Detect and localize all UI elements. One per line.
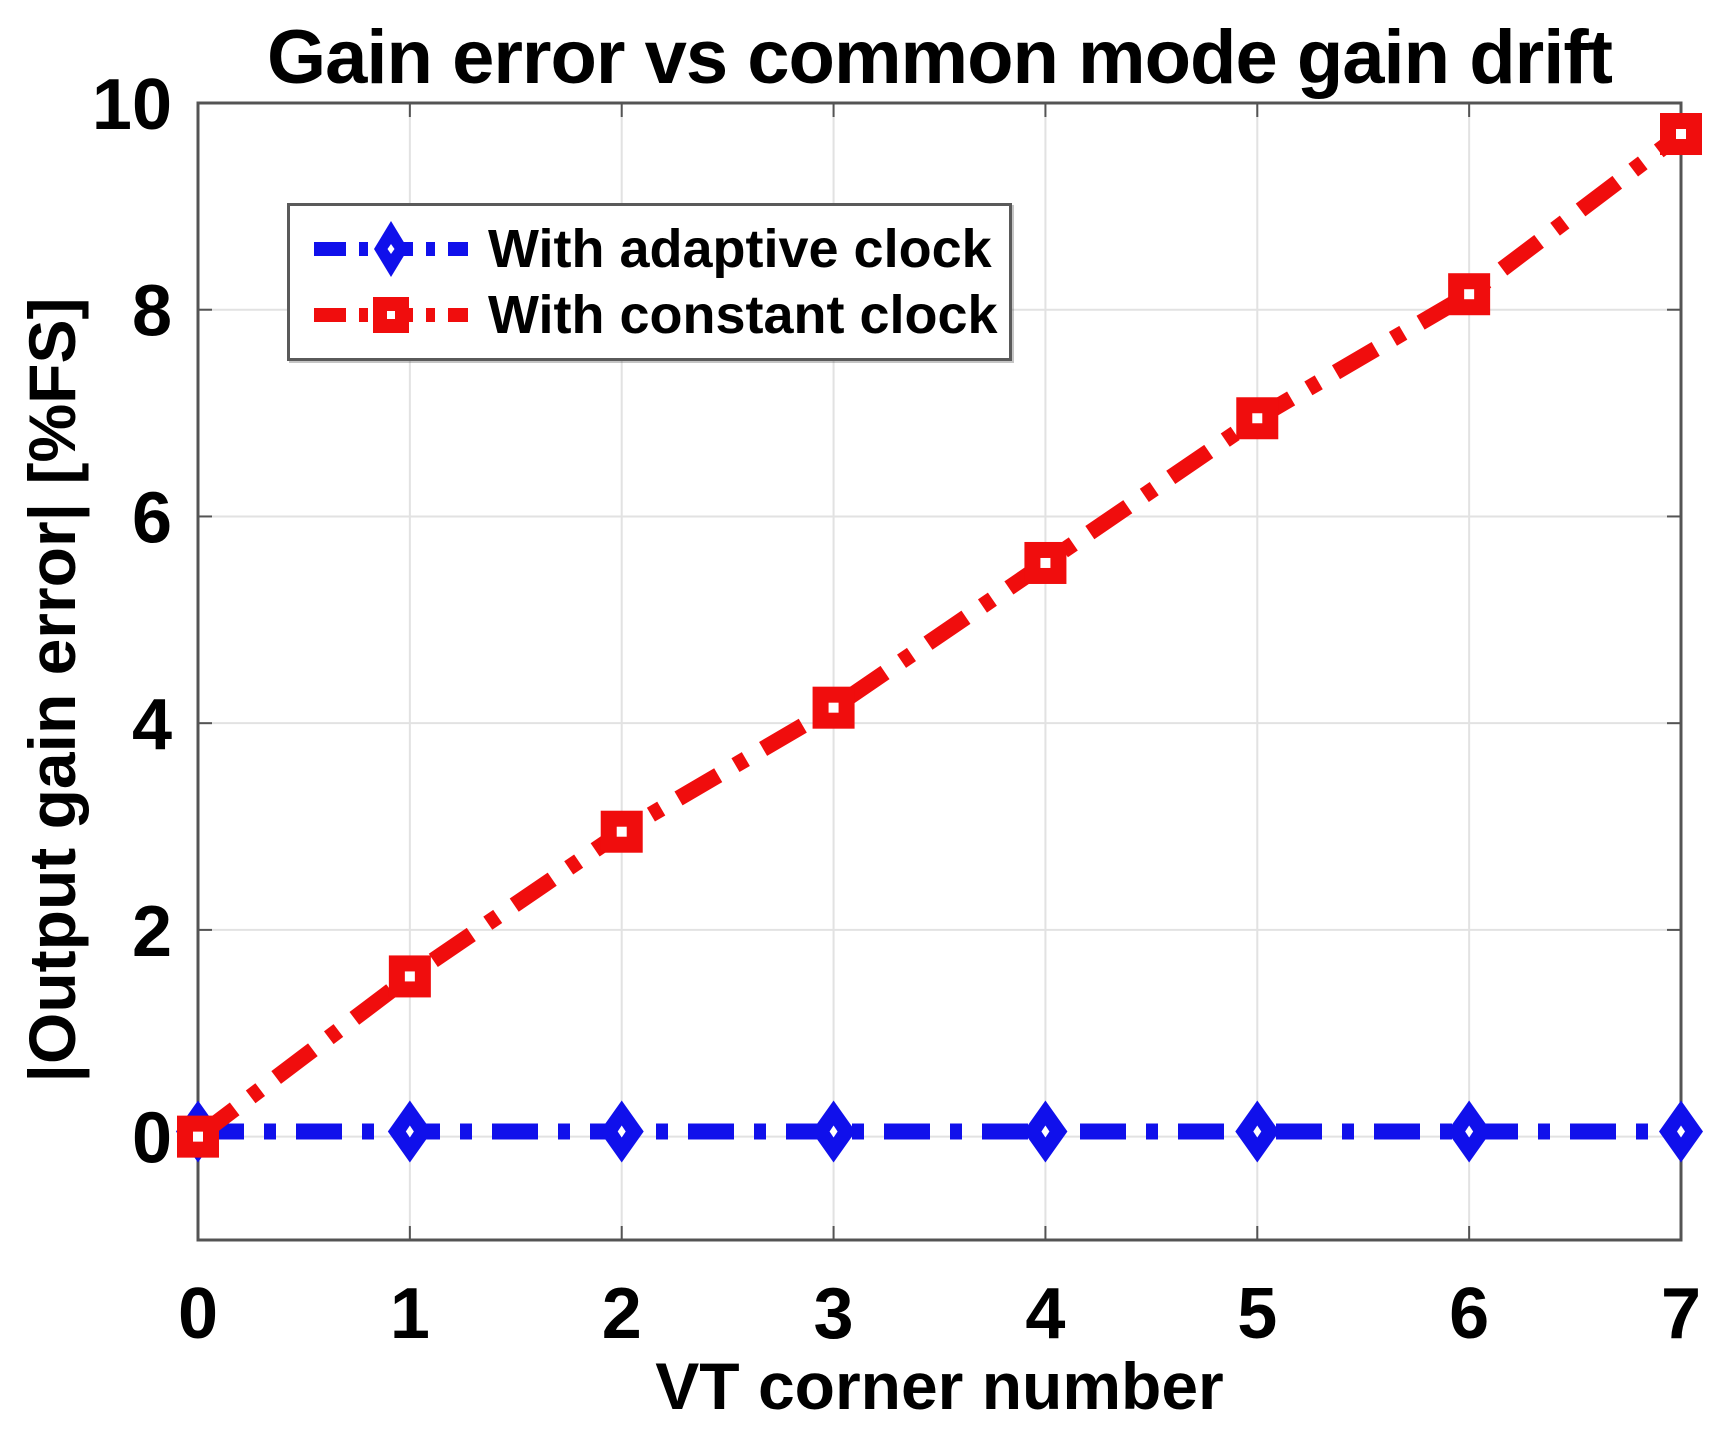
y-tick-label: 6 [132,478,172,558]
square-marker-center [1040,557,1051,568]
legend-label-constant-clock: With constant clock [488,285,998,345]
axes-box [196,101,1683,1242]
diamond-marker-center [617,1125,626,1138]
legend-diamond-marker-center [387,244,395,254]
legend-item-adaptive-clock: With adaptive clock [310,216,1009,282]
legend-item-constant-clock: With constant clock [310,282,1009,348]
square-marker-center [616,826,627,837]
square-marker-center [1464,289,1475,300]
legend-label-adaptive-clock: With adaptive clock [488,219,992,279]
square-marker-center [1676,129,1686,140]
tick-labels: 0 1 2 3 4 5 6 7 0 2 4 6 8 10 [92,65,1701,1354]
x-tick-label: 7 [1661,1274,1701,1354]
x-tick-label: 1 [390,1274,430,1354]
y-tick-label: 0 [132,1099,172,1179]
square-marker-center [828,702,839,713]
square-marker-center [193,1131,203,1142]
legend: With adaptive clock With constant clock [287,203,1012,361]
y-tick-label: 2 [132,892,172,972]
y-tick-label: 8 [132,272,172,352]
data-series [176,113,1703,1163]
diamond-marker-center [1677,1125,1685,1138]
x-tick-label: 2 [602,1274,642,1354]
chart-title: Gain error vs common mode gain drift [267,15,1613,100]
legend-square-marker-center [387,311,395,319]
axes-box-border [196,101,1683,1242]
x-axis-label: VT corner number [655,1349,1224,1423]
x-tick-label: 4 [1025,1274,1065,1354]
x-tick-label: 3 [814,1274,854,1354]
diamond-marker-center [1465,1125,1474,1138]
y-tick-label: 10 [92,65,172,145]
x-tick-label: 0 [178,1274,218,1354]
x-tick-label: 5 [1237,1274,1277,1354]
diamond-marker-center [1253,1125,1262,1138]
x-tick-label: 6 [1449,1274,1489,1354]
legend-line-sample-square-icon [314,297,468,333]
y-axis-label: |Output gain error| [%FS] [15,297,89,1083]
y-tick-label: 4 [132,685,172,765]
square-marker-center [1252,413,1263,424]
diamond-marker-center [1041,1125,1050,1138]
series-line-1 [193,127,1686,1144]
diamond-marker-center [829,1125,838,1138]
diamond-marker-center [405,1125,414,1138]
legend-line-sample-diamond-icon [314,221,468,277]
square-marker-center [404,971,415,982]
